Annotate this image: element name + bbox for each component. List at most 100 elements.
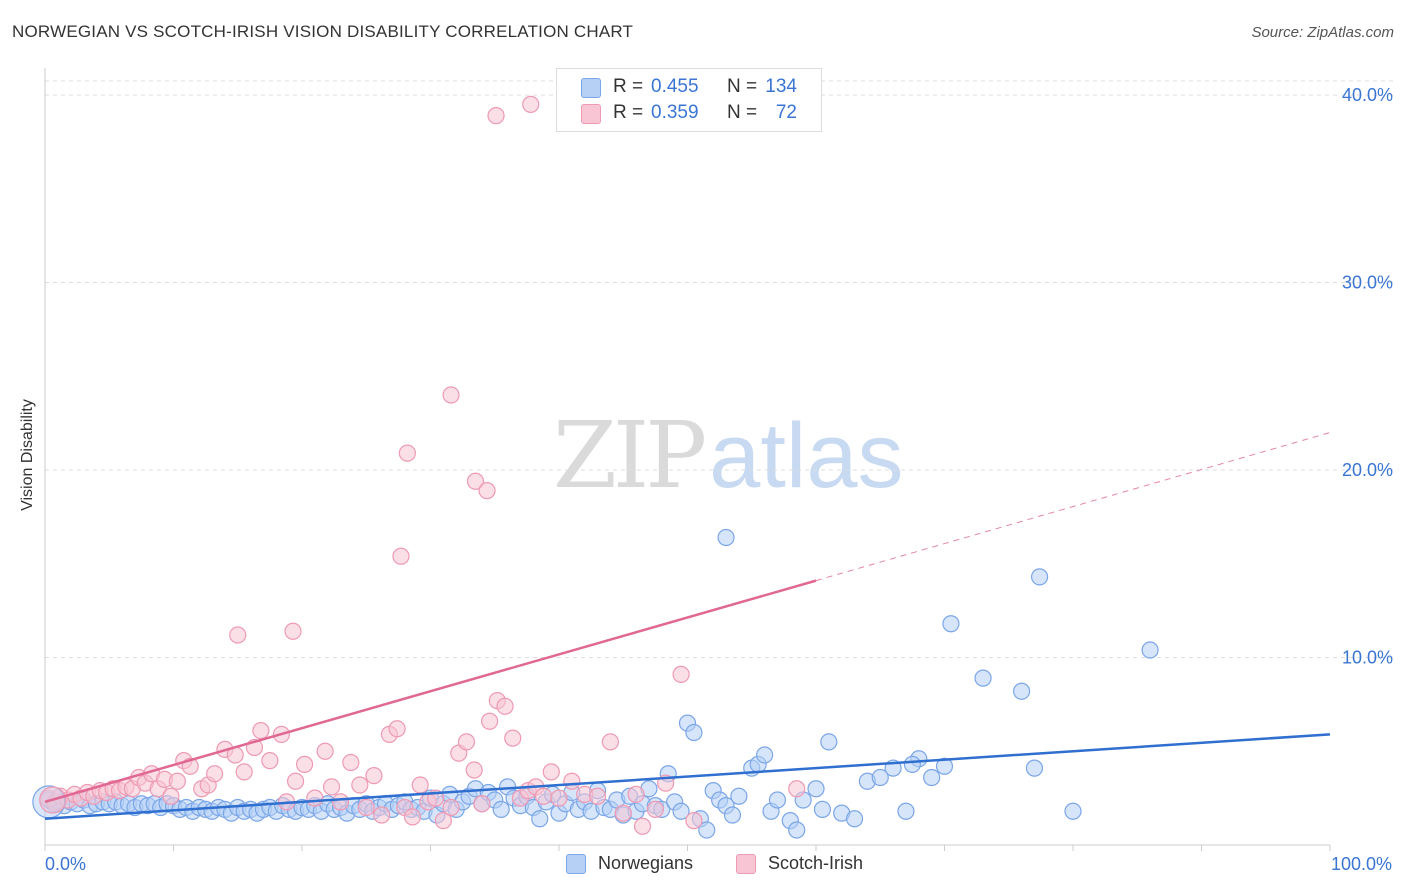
scotch-irish-point [398, 444, 416, 462]
scotch-irish-point [206, 765, 224, 783]
norwegian-point [755, 746, 774, 764]
scotch-irish-point [466, 472, 485, 490]
legend-swatch-pink [736, 854, 756, 874]
scotch-irish-point [601, 733, 620, 751]
scotch-irish-point [357, 798, 375, 817]
legend-label: Scotch-Irish [768, 853, 864, 873]
chart-title: NORWEGIAN VS SCOTCH-IRISH VISION DISABIL… [12, 22, 634, 41]
scotch-irish-point [229, 626, 247, 644]
norwegians-swatch [581, 78, 601, 98]
x-tick-label: 100.0% [1331, 854, 1392, 874]
norwegian-point [897, 802, 915, 820]
norwegian-point [845, 810, 864, 828]
scotch-irish-point [672, 665, 690, 683]
scotch-irish-point [522, 95, 540, 113]
scotch-irish-point [365, 767, 383, 785]
norwegian-point [820, 733, 838, 751]
scotch-irish-point [496, 697, 514, 715]
scotch-irish-point [442, 386, 460, 404]
norwegian-point [923, 768, 941, 787]
scotch-irish-point [342, 753, 360, 772]
norwegian-point [531, 810, 549, 828]
scotch-irish-point [316, 742, 334, 760]
grid-layer [45, 80, 1395, 658]
norwegian-point [788, 821, 806, 839]
norwegian-point [730, 787, 748, 805]
scotch-irish-point [563, 772, 581, 790]
scotch-irish-point [646, 800, 664, 818]
scotch-irish-point [306, 789, 324, 807]
scotch-irish-point [392, 547, 410, 565]
y-tick-label: 40.0% [1342, 85, 1393, 105]
watermark-zip: ZIP [553, 402, 707, 509]
scotch-irish-trendline [44, 579, 817, 804]
norwegian-point [813, 800, 832, 818]
scotch-irish-point [235, 763, 253, 781]
scotch-irish-point [473, 795, 491, 813]
scotch-irish-point [388, 720, 406, 738]
source-label: Source: ZipAtlas.com [1251, 24, 1394, 41]
scotch-irish-swatch [581, 104, 601, 124]
scotch-irish-point [588, 787, 607, 805]
y-axis-label: Vision Disability [19, 399, 36, 511]
scotch-irish-point [168, 772, 186, 790]
scotch-irish-point [685, 812, 703, 830]
norwegian-point [807, 780, 825, 798]
y-tick-label: 20.0% [1342, 460, 1393, 480]
scotch-irish-point [286, 772, 305, 790]
scotch-irish-point [627, 785, 645, 803]
n-value: 134 [765, 76, 797, 97]
norwegian-point [698, 821, 716, 839]
n-label: N = [727, 76, 758, 97]
r-value: 0.359 [651, 102, 699, 123]
legend-swatch-blue [566, 854, 586, 874]
scotch-irish-point [465, 761, 483, 779]
n-value: 72 [775, 102, 797, 123]
norwegian-point [492, 800, 510, 818]
norwegian-point [1012, 682, 1031, 700]
r-label: R = [613, 76, 644, 97]
legend-label: Norwegians [598, 853, 694, 873]
scotch-irish-trendline-extension [815, 432, 1331, 582]
scotch-irish-point [788, 780, 806, 798]
scotch-irish-point [261, 752, 279, 770]
scotch-irish-point [162, 787, 180, 805]
norwegian-point [717, 528, 735, 547]
scotch-irish-point [322, 778, 341, 796]
scotch-irish-point [478, 482, 496, 500]
scotch-irish-point [534, 787, 553, 805]
scotch-irish-point [403, 808, 422, 826]
norwegian-point [685, 723, 703, 742]
norwegians-trendline [44, 733, 1331, 820]
stats-box: R = 0.455 N = 134 R = 0.359 N = 72 [556, 68, 822, 132]
scotch-irish-point [614, 804, 632, 822]
label-layer: 10.0% 20.0% 30.0% 40.0% 0.0% 100.0% [45, 85, 1393, 874]
scotch-irish-point [434, 812, 452, 830]
scotch-irish-point [481, 712, 499, 730]
norwegian-point [942, 615, 960, 633]
trend-layer [44, 432, 1331, 820]
scotch-irish-point [442, 798, 460, 817]
norwegian-point [974, 669, 992, 687]
scotch-irish-point [284, 622, 302, 640]
y-tick-label: 10.0% [1342, 648, 1393, 668]
scotch-irish-point [331, 793, 350, 811]
norwegian-point [1064, 802, 1082, 820]
norwegian-point [871, 768, 889, 787]
r-label: R = [613, 102, 644, 123]
norwegian-point [935, 757, 954, 775]
norwegian-point [1030, 568, 1049, 586]
scotch-irish-point [252, 722, 270, 740]
scotch-irish-point [411, 776, 429, 794]
scotch-irish-point [633, 817, 652, 835]
scotch-irish-point [504, 729, 522, 747]
scotch-irish-point [351, 776, 369, 794]
norwegian-point [672, 802, 690, 820]
norwegian-point [903, 755, 921, 773]
axis-layer [44, 68, 1331, 851]
x-tick-label: 0.0% [45, 854, 86, 874]
n-label: N = [727, 102, 758, 123]
scotch-irish-point [373, 806, 391, 824]
y-tick-label: 30.0% [1342, 273, 1393, 293]
